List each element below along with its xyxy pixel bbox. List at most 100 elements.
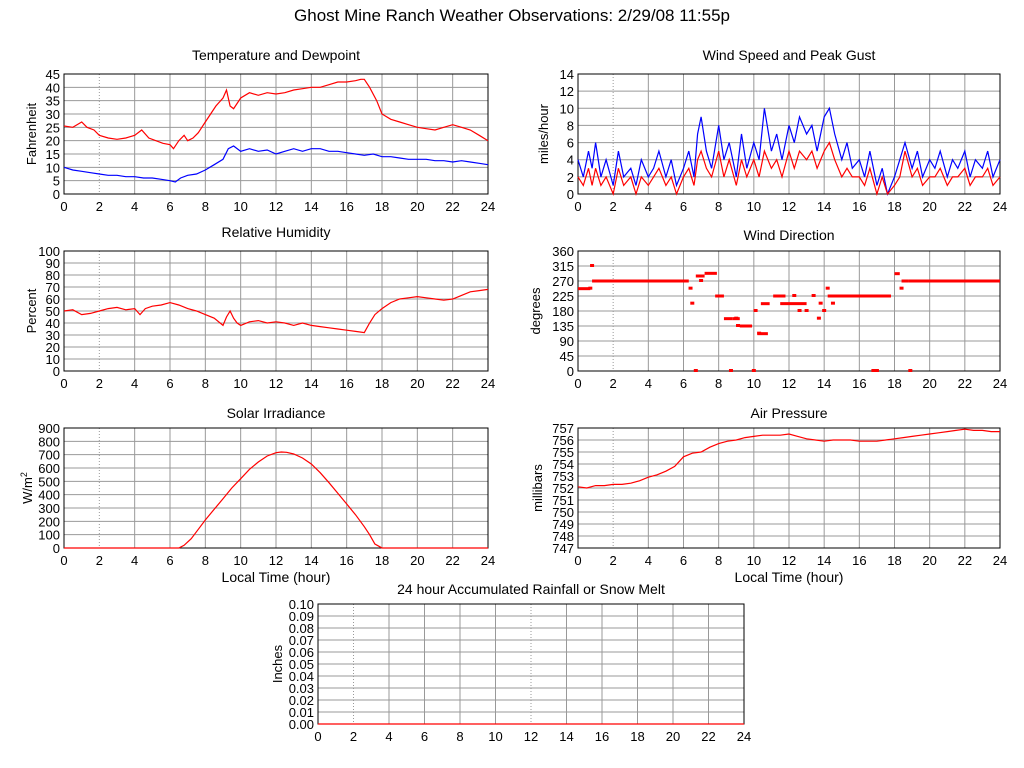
x-tick-label: 12 <box>782 376 796 391</box>
wind-direction-point <box>728 369 733 372</box>
x-tick-label: 18 <box>887 553 901 568</box>
wind-direction-point <box>757 331 762 335</box>
x-tick-label: 20 <box>922 553 936 568</box>
y-tick-label: 400 <box>38 488 60 503</box>
x-tick-label: 24 <box>737 729 751 744</box>
y-tick-label: 700 <box>38 448 60 463</box>
y-tick-label: 180 <box>552 304 574 319</box>
y-tick-label: 747 <box>552 541 574 556</box>
wind-direction-point <box>588 286 593 290</box>
x-tick-label: 6 <box>680 553 687 568</box>
x-tick-label: 2 <box>96 376 103 391</box>
wind-direction-point <box>792 294 797 297</box>
y-tick-label: 2 <box>567 170 574 185</box>
y-tick-label: 30 <box>46 107 60 122</box>
x-tick-label: 22 <box>958 553 972 568</box>
x-tick-label: 16 <box>852 199 866 214</box>
x-tick-label: 0 <box>574 553 581 568</box>
x-tick-label: 12 <box>524 729 538 744</box>
y-tick-label: 755 <box>552 445 574 460</box>
x-tick-label: 20 <box>410 199 424 214</box>
series-line-pressure-0 <box>577 428 1000 489</box>
x-tick-label: 4 <box>131 376 138 391</box>
y-tick-label: 135 <box>552 319 574 334</box>
x-tick-label: 2 <box>610 553 617 568</box>
wind-direction-point <box>797 309 802 312</box>
x-tick-label: 16 <box>595 729 609 744</box>
y-axis-label: Percent <box>24 288 39 333</box>
x-tick-label: 4 <box>131 553 138 568</box>
y-tick-label: 749 <box>552 517 574 532</box>
y-tick-label: 0.08 <box>289 621 314 636</box>
y-tick-label: 0.06 <box>289 645 314 660</box>
y-tick-label: 500 <box>38 474 60 489</box>
x-tick-label: 0 <box>60 553 67 568</box>
y-axis-label-sup: 2 <box>19 472 29 477</box>
x-tick-label: 0 <box>60 376 67 391</box>
plot-frame <box>577 427 1001 549</box>
y-tick-label: 757 <box>552 421 574 436</box>
wind-direction-point <box>830 301 835 305</box>
chart-title: Wind Speed and Peak Gust <box>703 47 876 63</box>
x-tick-label: 24 <box>993 376 1007 391</box>
chart-rh: 0 2 4 6 8 10 12 14 16 18 20 22 240102030405060708090… <box>24 224 495 391</box>
series-line-solar-0 <box>64 451 488 549</box>
y-tick-label: 0 <box>567 364 574 379</box>
x-tick-label: 10 <box>747 376 761 391</box>
y-tick-label: 900 <box>38 421 60 436</box>
x-tick-label: 16 <box>339 553 353 568</box>
x-tick-label: 22 <box>445 199 459 214</box>
x-tick-label: 0 <box>314 729 321 744</box>
x-tick-label: 2 <box>610 199 617 214</box>
x-tick-label: 0 <box>574 199 581 214</box>
wind-direction-point <box>590 264 595 267</box>
x-axis-label: Local Time (hour) <box>735 569 844 585</box>
x-tick-label: 22 <box>958 199 972 214</box>
chart-solar: 0 2 4 6 8 10 12 14 16 18 20 22 240100200300400500600… <box>19 405 495 585</box>
y-tick-label: 40 <box>46 80 60 95</box>
y-tick-label: 753 <box>552 469 574 484</box>
chart-title: Wind Direction <box>743 227 834 243</box>
y-tick-label: 0.09 <box>289 609 314 624</box>
y-tick-label: 50 <box>46 304 60 319</box>
x-tick-label: 0 <box>60 199 67 214</box>
y-tick-label: 8 <box>567 118 574 133</box>
wind-direction-point <box>688 286 693 290</box>
y-tick-label: 30 <box>46 328 60 343</box>
x-tick-label: 2 <box>96 199 103 214</box>
page-title: Ghost Mine Ranch Weather Observations: 2… <box>294 6 730 25</box>
x-tick-label: 14 <box>817 199 831 214</box>
x-tick-label: 6 <box>421 729 428 744</box>
y-tick-label: 360 <box>552 244 574 259</box>
y-tick-label: 600 <box>38 461 60 476</box>
x-tick-label: 8 <box>715 553 722 568</box>
chart-pressure: 0 2 4 6 8 10 12 14 16 18 20 22 247477487497507517527… <box>530 405 1007 585</box>
y-tick-label: 10 <box>46 160 60 175</box>
x-tick-label: 18 <box>375 553 389 568</box>
x-tick-label: 18 <box>375 376 389 391</box>
plot-frame <box>577 250 1001 372</box>
y-tick-label: 10 <box>46 352 60 367</box>
y-tick-label: 35 <box>46 94 60 109</box>
x-tick-label: 10 <box>233 376 247 391</box>
x-tick-label: 6 <box>166 376 173 391</box>
y-tick-label: 752 <box>552 481 574 496</box>
x-tick-label: 18 <box>887 199 901 214</box>
x-tick-label: 20 <box>410 553 424 568</box>
wind-direction-point <box>693 369 698 372</box>
chart-title: Temperature and Dewpoint <box>192 47 360 63</box>
wind-direction-point <box>899 286 904 290</box>
y-tick-label: 25 <box>46 120 60 135</box>
x-tick-label: 16 <box>339 199 353 214</box>
y-tick-label: 60 <box>46 292 60 307</box>
y-tick-label: 0.03 <box>289 681 314 696</box>
x-tick-label: 16 <box>852 376 866 391</box>
y-tick-label: 6 <box>567 136 574 151</box>
x-tick-label: 10 <box>233 199 247 214</box>
x-tick-label: 22 <box>958 376 972 391</box>
y-tick-label: 748 <box>552 529 574 544</box>
x-tick-label: 20 <box>922 199 936 214</box>
x-tick-label: 18 <box>630 729 644 744</box>
x-tick-label: 8 <box>456 729 463 744</box>
chart-title: Air Pressure <box>750 405 827 421</box>
